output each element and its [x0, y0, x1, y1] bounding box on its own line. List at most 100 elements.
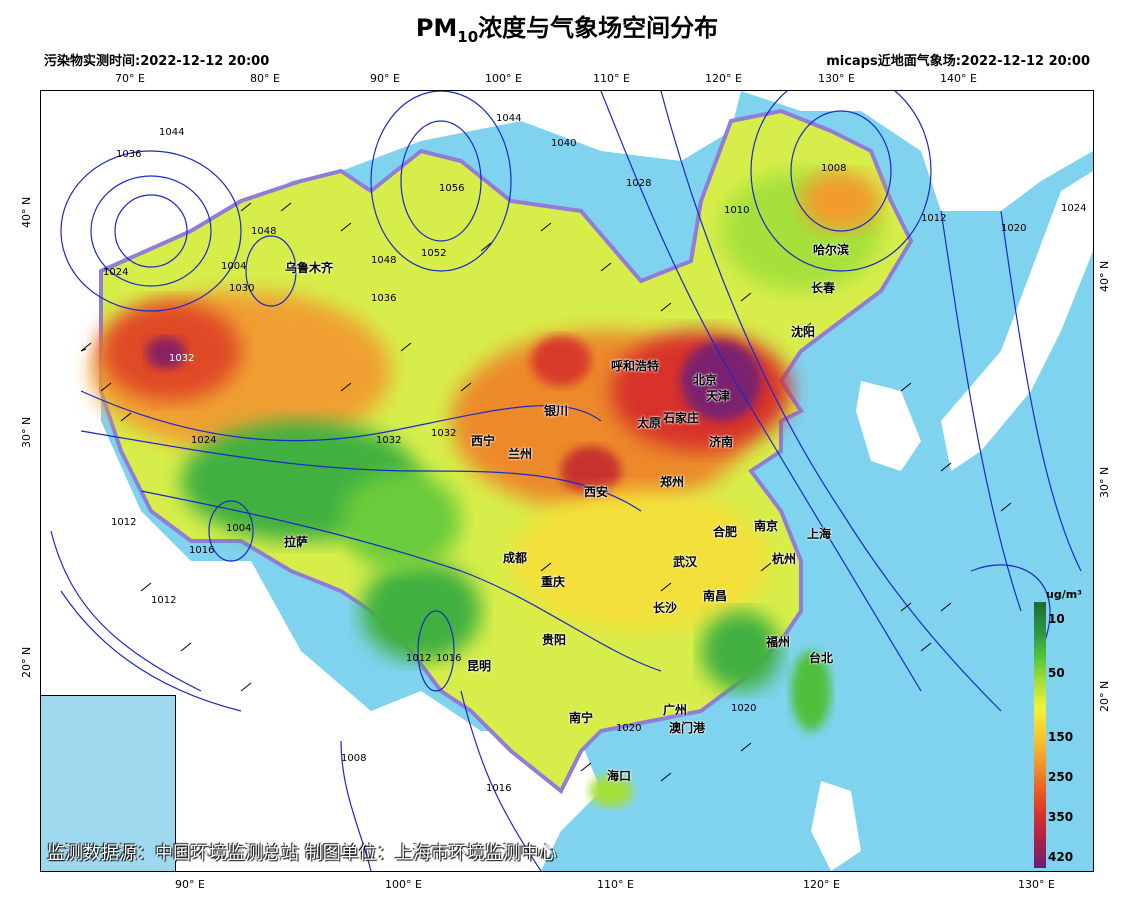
isobar-label: 1008: [341, 753, 366, 764]
isobar-label: 1012: [921, 213, 946, 224]
left-lat-tick: 40° N: [20, 196, 33, 228]
legend-label: 10: [1048, 612, 1065, 626]
city-label: 天津: [706, 389, 731, 403]
right-lat-tick: 30° N: [1098, 466, 1111, 498]
right-lat-tick: 40° N: [1098, 260, 1111, 292]
observed-time: 污染物实测时间:2022-12-12 20:00: [44, 54, 270, 69]
isobar-label: 1032: [431, 428, 456, 439]
isobar-label: 1036: [371, 293, 396, 304]
isobar-label: 1030: [229, 283, 254, 294]
city-label: 西安: [584, 485, 609, 499]
legend-label: 150: [1048, 730, 1074, 744]
land-west: [41, 91, 741, 871]
isobar-label: 1044: [159, 127, 184, 138]
left-lat-tick: 30° N: [20, 416, 33, 448]
city-label: 西宁: [471, 434, 496, 448]
top-lon-tick: 110° E: [593, 72, 630, 85]
land-philippines: [811, 781, 861, 871]
isobar-label: 1010: [724, 205, 749, 216]
isobar-label: 1056: [439, 183, 464, 194]
city-label: 南昌: [703, 589, 728, 603]
right-lat-tick: 20° N: [1098, 680, 1111, 712]
isobar-label: 1032: [169, 353, 194, 364]
isobar-label: 1024: [103, 267, 128, 278]
isobar-label: 1004: [221, 261, 246, 272]
city-label: 沈阳: [791, 325, 816, 339]
city-label: 北京: [693, 373, 718, 387]
footer-credits: 监测数据源：中国环境监测总站 制图单位：上海市环境监测中心: [47, 843, 557, 864]
isobar-label: 1012: [111, 517, 136, 528]
city-label: 乌鲁木齐: [285, 261, 334, 275]
isobar-label: 1040: [551, 138, 576, 149]
land-northeast-asia: [741, 91, 1093, 211]
isobar-label: 1032: [376, 435, 401, 446]
city-label: 昆明: [467, 659, 492, 673]
city-label: 台北: [809, 651, 834, 665]
isobar-label: 1020: [1001, 223, 1026, 234]
bottom-lon-tick: 110° E: [597, 878, 634, 891]
city-label: 合肥: [713, 525, 738, 539]
isobar-label: 1028: [626, 178, 651, 189]
bottom-lon-tick: 130° E: [1018, 878, 1055, 891]
isobar-label: 1048: [371, 255, 396, 266]
legend-color-bar: [1034, 602, 1046, 868]
city-label: 长沙: [653, 601, 678, 615]
legend-label: 50: [1048, 666, 1065, 680]
city-label: 成都: [503, 551, 528, 565]
south-china-sea-inset: [41, 695, 176, 871]
micaps-time: micaps近地面气象场:2022-12-12 20:00: [826, 54, 1090, 69]
city-label: 济南: [709, 435, 734, 449]
bottom-lon-tick: 120° E: [803, 878, 840, 891]
isobar-label: 1012: [151, 595, 176, 606]
isobar-label: 1020: [731, 703, 756, 714]
top-lon-tick: 130° E: [818, 72, 855, 85]
isobar-label: 1004: [226, 523, 251, 534]
left-lat-tick: 20° N: [20, 646, 33, 678]
legend-label: 420: [1048, 850, 1074, 864]
city-label: 福州: [766, 635, 791, 649]
top-lon-tick: 100° E: [485, 72, 522, 85]
isobar-label: 1008: [821, 163, 846, 174]
isobar-label: 1040: [146, 185, 171, 196]
map-canvas: 1044 1036 1040 1024 1048 1052 1056 1048 …: [41, 91, 1093, 871]
bottom-lon-tick: 90° E: [175, 878, 205, 891]
city-label: 南宁: [569, 711, 594, 725]
city-label: 杭州: [772, 552, 797, 566]
isobar-label: 1016: [436, 653, 461, 664]
isobars: [50, 91, 1082, 871]
isobar-label: 1020: [616, 723, 641, 734]
city-label: 重庆: [541, 575, 566, 589]
city-label: 广州: [663, 703, 688, 717]
top-lon-tick: 90° E: [370, 72, 400, 85]
top-lon-tick: 70° E: [115, 72, 145, 85]
legend-label: 250: [1048, 770, 1074, 784]
city-label: 拉萨: [284, 535, 309, 549]
city-label: 长春: [811, 281, 836, 295]
top-lon-tick: 80° E: [250, 72, 280, 85]
isobar-label: 1016: [189, 545, 214, 556]
isobar-label: 1024: [191, 435, 216, 446]
isobar-label: 1012: [406, 653, 431, 664]
city-label: 南京: [754, 519, 779, 533]
city-label: 呼和浩特: [611, 359, 660, 373]
color-legend: ug/m³ 10 50 150 250 350 420: [1034, 588, 1092, 870]
isobar-label: 1048: [251, 226, 276, 237]
land-korea-japan: [856, 381, 921, 471]
isobar-label: 1036: [116, 149, 141, 160]
isobar-label: 1044: [496, 113, 521, 124]
city-label: 上海: [807, 527, 832, 541]
city-label: 哈尔滨: [813, 243, 850, 257]
legend-label: 350: [1048, 810, 1074, 824]
city-label: 贵阳: [542, 633, 567, 647]
isobar-label: 1052: [421, 248, 446, 259]
top-lon-tick: 140° E: [940, 72, 977, 85]
city-label: 兰州: [508, 447, 533, 461]
city-label: 澳门港: [669, 721, 706, 735]
wind-barbs: [80, 202, 1012, 782]
top-lon-tick: 120° E: [705, 72, 742, 85]
city-label: 石家庄: [663, 411, 700, 425]
city-label: 郑州: [660, 475, 685, 489]
isobar-label: 1016: [486, 783, 511, 794]
city-label: 海口: [607, 769, 632, 783]
city-label: 武汉: [673, 555, 698, 569]
